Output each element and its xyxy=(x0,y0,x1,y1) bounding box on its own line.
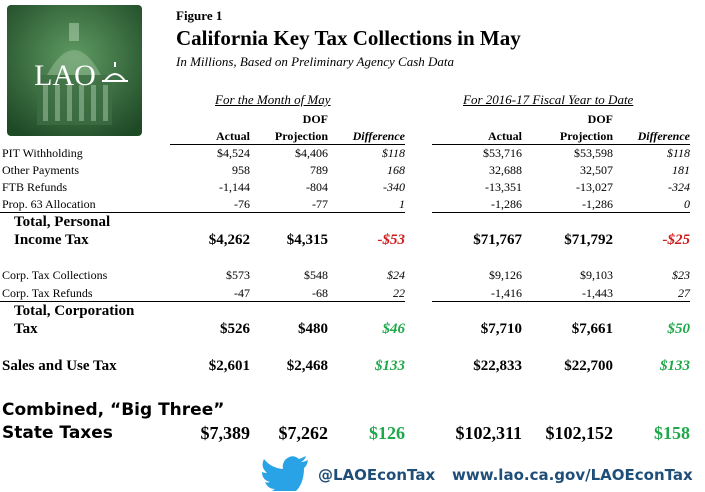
column-header: DOF xyxy=(587,112,613,126)
table-cell: 27 xyxy=(678,286,690,300)
table-cell: $158 xyxy=(654,423,690,443)
subtotal-rule xyxy=(432,301,690,302)
subtitle: In Millions, Based on Preliminary Agency… xyxy=(176,54,455,69)
table-cell: $9,103 xyxy=(580,268,613,282)
table-cell: $4,524 xyxy=(217,146,250,160)
table-cell: $2,601 xyxy=(208,358,250,374)
row-label: Prop. 63 Allocation xyxy=(2,197,96,211)
column-header: Projection xyxy=(559,129,613,143)
table-cell: 181 xyxy=(672,163,690,177)
row-label: FTB Refunds xyxy=(2,180,68,194)
column-header: Difference xyxy=(637,129,690,143)
table-cell: $548 xyxy=(304,268,328,282)
row-label: Total, Corporation xyxy=(14,303,135,319)
table-cell: -340 xyxy=(383,180,405,194)
table-cell: $133 xyxy=(660,358,690,374)
title: California Key Tax Collections in May xyxy=(176,26,521,50)
table-cell: -804 xyxy=(306,180,328,194)
table-cell: -68 xyxy=(312,286,328,300)
row-label: Income Tax xyxy=(14,232,89,248)
table-cell: -76 xyxy=(234,197,250,211)
row-label: Combined, “Big Three” xyxy=(2,400,225,420)
table-cell: $7,262 xyxy=(278,423,329,443)
table-cell: $23 xyxy=(672,268,690,282)
table-cell: $118 xyxy=(381,146,405,160)
table-cell: 958 xyxy=(232,163,250,177)
table-cell: -77 xyxy=(312,197,328,211)
table-cell: -47 xyxy=(234,286,250,300)
table-cell: $133 xyxy=(375,358,405,374)
subtotal-rule xyxy=(432,212,690,213)
table-cell: $9,126 xyxy=(489,268,522,282)
twitter-icon xyxy=(262,456,308,491)
table-cell: $2,468 xyxy=(286,358,328,374)
table-cell: $53,716 xyxy=(483,146,522,160)
table-cell: -13,027 xyxy=(576,180,613,194)
table-cell: -1,144 xyxy=(219,180,250,194)
column-header: Actual xyxy=(488,129,522,143)
row-label: State Taxes xyxy=(2,423,113,443)
row-label: PIT Withholding xyxy=(2,146,83,160)
twitter-handle: @LAOEconTax xyxy=(318,466,436,484)
table-cell: $102,152 xyxy=(545,423,614,443)
header-rule xyxy=(432,144,690,145)
table-cell: $7,710 xyxy=(480,321,522,337)
table-cell: 22 xyxy=(393,286,405,300)
row-label: Other Payments xyxy=(2,163,79,177)
table-cell: 168 xyxy=(387,163,405,177)
row-label: Corp. Tax Collections xyxy=(2,268,108,282)
logo: LAO xyxy=(7,5,142,136)
table-cell: -$53 xyxy=(377,232,406,248)
column-header: DOF xyxy=(302,112,328,126)
table-cell: $53,598 xyxy=(574,146,613,160)
subtotal-rule xyxy=(0,301,405,302)
table-cell: -324 xyxy=(668,180,690,194)
row-label: Sales and Use Tax xyxy=(2,358,117,374)
table-cell: $118 xyxy=(666,146,690,160)
table-cell: $7,661 xyxy=(571,321,613,337)
row-label: Total, Personal xyxy=(14,214,111,230)
table-cell: 0 xyxy=(684,197,690,211)
table-cell: -1,416 xyxy=(491,286,522,300)
table-cell: $126 xyxy=(369,423,405,443)
row-label: Corp. Tax Refunds xyxy=(2,286,93,300)
table-cell: 32,507 xyxy=(580,163,613,177)
table-cell: 1 xyxy=(399,197,405,211)
table-cell: -1,286 xyxy=(491,197,522,211)
column-header: Projection xyxy=(274,129,328,143)
subtotal-rule xyxy=(0,212,405,213)
table-cell: $102,311 xyxy=(455,423,522,443)
table-cell: 32,688 xyxy=(489,163,522,177)
table-cell: $4,406 xyxy=(295,146,328,160)
column-header: Difference xyxy=(352,129,405,143)
table-cell: $71,767 xyxy=(473,232,522,248)
column-header: Actual xyxy=(216,129,250,143)
table-cell: $22,833 xyxy=(473,358,522,374)
group-header: For the Month of May xyxy=(215,92,331,107)
logo-text: LAO xyxy=(34,59,96,92)
header-rule xyxy=(170,144,405,145)
figure-label: Figure 1 xyxy=(176,8,223,23)
table-cell: $71,792 xyxy=(564,232,613,248)
table-cell: $480 xyxy=(298,321,328,337)
table-cell: -$25 xyxy=(662,232,691,248)
table-cell: $4,315 xyxy=(286,232,328,248)
table-cell: $573 xyxy=(226,268,250,282)
row-label: Tax xyxy=(14,321,38,337)
table-cell: -13,351 xyxy=(485,180,522,194)
footer-url: www.lao.ca.gov/LAOEconTax xyxy=(452,466,693,484)
table-cell: $4,262 xyxy=(208,232,250,248)
table-cell: 789 xyxy=(310,163,328,177)
table-cell: -1,286 xyxy=(582,197,613,211)
table-cell: -1,443 xyxy=(582,286,613,300)
table-cell: $7,389 xyxy=(200,423,251,443)
table-cell: $526 xyxy=(220,321,250,337)
table-cell: $50 xyxy=(667,321,691,337)
table-cell: $22,700 xyxy=(564,358,613,374)
table-cell: $46 xyxy=(382,321,406,337)
table-cell: $24 xyxy=(387,268,405,282)
group-header: For 2016-17 Fiscal Year to Date xyxy=(463,92,634,107)
